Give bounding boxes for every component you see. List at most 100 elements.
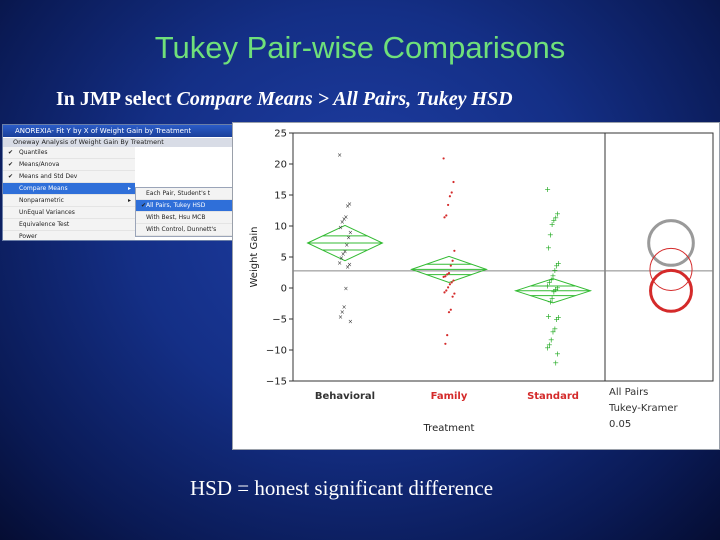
menu-item[interactable]: Compare Means ▸: [3, 183, 135, 195]
submenu-item[interactable]: With Control, Dunnett's: [136, 224, 232, 236]
menu-item-label: Compare Means: [19, 185, 68, 192]
data-point: ×: [338, 225, 343, 232]
data-point: +: [548, 275, 555, 284]
data-point: +: [550, 272, 557, 281]
data-point: ×: [344, 242, 349, 249]
submenu-arrow-icon: ▸: [127, 197, 131, 204]
data-point: +: [552, 358, 559, 367]
menu-item[interactable]: Quantiles: [3, 147, 135, 159]
data-point: ×: [340, 219, 345, 226]
data-point: ×: [343, 286, 348, 293]
data-point: +: [554, 283, 561, 292]
submenu-item[interactable]: With Best, Hsu MCB: [136, 212, 232, 224]
data-point: +: [544, 185, 551, 194]
slide-title: Tukey Pair-wise Comparisons: [154, 30, 566, 65]
menu-item[interactable]: Power: [3, 231, 135, 240]
data-point: +: [546, 340, 553, 349]
submenu-arrow-icon: ▸: [127, 185, 131, 192]
x-category-label: Behavioral: [315, 391, 375, 402]
jmp-red-triangle-menu: Quantiles Means/Anova Means and Std Dev Com…: [3, 147, 135, 240]
data-point: ×: [343, 214, 348, 221]
data-point: ×: [339, 255, 344, 262]
jmp-report-header[interactable]: Oneway Analysis of Weight Gain By Treatm…: [3, 138, 232, 147]
data-point: [447, 286, 450, 289]
data-point: ×: [342, 304, 347, 311]
y-tick-label: −5: [272, 315, 287, 326]
data-point: +: [551, 266, 558, 275]
data-point: +: [555, 313, 562, 322]
data-point: +: [554, 210, 561, 219]
data-point: ×: [347, 261, 352, 268]
data-point: [443, 291, 446, 294]
data-point: [448, 195, 451, 198]
data-point: +: [545, 312, 552, 321]
data-point: +: [552, 285, 559, 294]
data-point: [453, 292, 456, 295]
y-tick-label: 0: [281, 284, 287, 295]
menu-item-label: Nonparametric: [19, 197, 64, 204]
data-point: [449, 308, 452, 311]
data-point: ×: [338, 314, 343, 321]
data-point: +: [549, 294, 556, 303]
submenu-item[interactable]: Each Pair, Student's t: [136, 188, 232, 200]
y-tick-label: −10: [266, 346, 287, 357]
submenu-item[interactable]: All Pairs, Tukey HSD: [136, 200, 232, 212]
jmp-window-titlebar: ANOREXIA- Fit Y by X of Weight Gain by T…: [3, 125, 232, 137]
data-point: +: [549, 220, 556, 229]
x-category-label: Family: [431, 391, 468, 402]
data-point: ×: [337, 260, 342, 267]
data-point: ×: [347, 201, 352, 208]
data-point: ×: [348, 318, 353, 325]
menu-item[interactable]: Means/Anova: [3, 159, 135, 171]
submenu-item-label: With Control, Dunnett's: [146, 226, 217, 233]
y-tick-label: 25: [274, 129, 287, 140]
menu-item-label: UnEqual Variances: [19, 209, 75, 216]
data-point: +: [544, 344, 551, 353]
y-tick-label: 10: [274, 222, 287, 233]
data-point: +: [551, 324, 558, 333]
data-point: ×: [337, 152, 342, 159]
data-point: [442, 275, 445, 278]
data-point: [449, 264, 452, 267]
data-point: [453, 249, 456, 252]
data-point: [452, 279, 455, 282]
data-point: [447, 272, 451, 275]
comparison-label: Tukey-Kramer: [608, 403, 679, 414]
data-point: ×: [342, 216, 347, 223]
data-point: ×: [341, 251, 346, 258]
y-tick-label: 5: [281, 253, 287, 264]
y-tick-label: 15: [274, 191, 287, 202]
menu-item[interactable]: Means and Std Dev: [3, 171, 135, 183]
data-point: [445, 214, 448, 217]
data-point: [451, 295, 454, 298]
data-point: [445, 289, 448, 292]
data-point: [446, 273, 449, 276]
y-tick-label: −15: [266, 377, 287, 388]
data-point: +: [553, 262, 560, 271]
data-point: [443, 216, 446, 219]
menu-item[interactable]: Equivalence Test: [3, 219, 135, 231]
data-point: +: [550, 327, 557, 336]
comparison-circle: [647, 219, 695, 267]
menu-item-label: Means and Std Dev: [19, 173, 78, 180]
data-point: [451, 259, 454, 262]
data-point: [444, 342, 447, 345]
data-point: +: [551, 288, 558, 297]
slide-footer: HSD = honest significant difference: [190, 476, 494, 500]
y-tick-label: 20: [274, 160, 287, 171]
data-point: +: [555, 259, 562, 268]
data-point: +: [552, 213, 559, 222]
data-point: ×: [345, 264, 350, 271]
data-point: ×: [342, 248, 347, 255]
x-axis-label: Treatment: [423, 423, 475, 434]
data-point: [444, 275, 447, 278]
data-point: [447, 203, 450, 207]
y-axis-label: Weight Gain: [249, 226, 260, 287]
x-category-label: Standard: [527, 391, 579, 402]
menu-item[interactable]: UnEqual Variances: [3, 207, 135, 219]
menu-item-label: Equivalence Test: [19, 221, 70, 228]
jmp-menu-screenshot: ANOREXIA- Fit Y by X of Weight Gain by T…: [2, 124, 233, 241]
menu-item-label: Quantiles: [19, 149, 48, 156]
menu-item[interactable]: Nonparametric ▸: [3, 195, 135, 207]
